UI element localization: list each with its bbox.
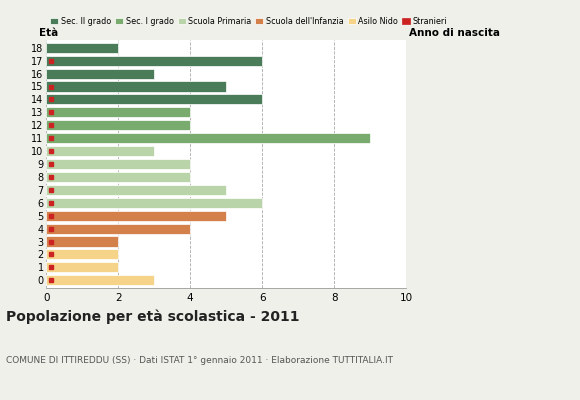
Bar [46, 224, 190, 234]
Bar [46, 159, 190, 169]
Legend: Sec. II grado, Sec. I grado, Scuola Primaria, Scuola dell'Infanzia, Asilo Nido, : Sec. II grado, Sec. I grado, Scuola Prim… [50, 17, 447, 26]
Bar [46, 236, 118, 246]
Bar [46, 262, 118, 272]
Bar [46, 185, 226, 195]
Bar [46, 133, 370, 143]
Bar [46, 94, 262, 104]
Text: COMUNE DI ITTIREDDU (SS) · Dati ISTAT 1° gennaio 2011 · Elaborazione TUTTITALIA.: COMUNE DI ITTIREDDU (SS) · Dati ISTAT 1°… [6, 356, 393, 365]
Bar [46, 275, 154, 285]
Bar [46, 68, 154, 79]
Bar [46, 120, 190, 130]
Text: Età: Età [39, 28, 59, 38]
Bar [46, 43, 118, 53]
Bar [46, 198, 262, 208]
Bar [46, 249, 118, 260]
Bar [46, 82, 226, 92]
Bar [46, 211, 226, 221]
Text: Popolazione per età scolastica - 2011: Popolazione per età scolastica - 2011 [6, 310, 299, 324]
Bar [46, 107, 190, 117]
Bar [46, 172, 190, 182]
Text: Anno di nascita: Anno di nascita [409, 28, 500, 38]
Bar [46, 146, 154, 156]
Bar [46, 56, 262, 66]
